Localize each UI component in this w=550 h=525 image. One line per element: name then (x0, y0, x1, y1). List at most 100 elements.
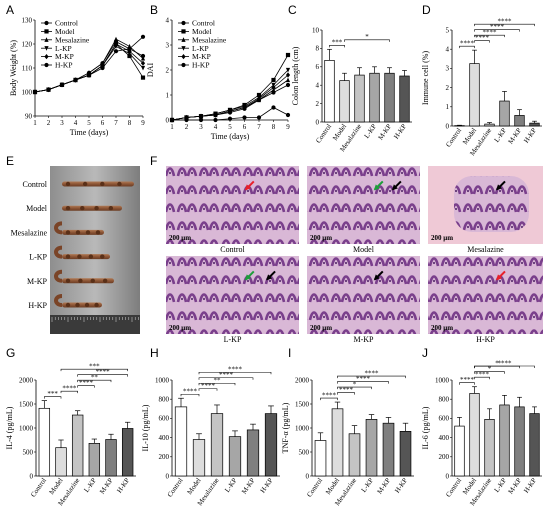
legend-marker (181, 54, 186, 60)
category-label: H-KP (522, 126, 538, 144)
significance-label: **** (219, 371, 234, 379)
x-tick-label: 7 (114, 119, 118, 127)
legend-marker (44, 37, 49, 42)
x-axis-title: Time (days) (70, 128, 109, 137)
fecal-pellet (100, 181, 105, 187)
category-label: M-KP (507, 126, 524, 145)
he-stained-tissue (166, 256, 299, 334)
panel-letter-d: D (422, 3, 431, 17)
data-point (184, 115, 189, 120)
significance-bracket: * (337, 380, 372, 390)
data-point (256, 115, 262, 120)
significance-bracket: **** (77, 379, 95, 388)
y-tick-label: 1000 (19, 424, 34, 432)
scale-bar-label: 200 μm (431, 324, 453, 332)
bar-model (469, 63, 480, 127)
data-point (169, 117, 175, 123)
scale-bar-label: 200 μm (310, 324, 332, 332)
fecal-pellet (65, 206, 71, 211)
significance-label: **** (483, 29, 498, 37)
histology-image-l-kp: 200 μm L-KP (166, 256, 299, 344)
significance-label: **** (322, 391, 337, 399)
bar-model (469, 393, 480, 477)
bracket-line (44, 396, 62, 399)
bar-model (55, 447, 67, 477)
colon-sample-h-kp (54, 294, 102, 308)
bar-l-kp (365, 419, 378, 477)
legend-marker (181, 29, 186, 34)
bar-h-kp (399, 75, 410, 123)
data-point (285, 82, 291, 88)
green-arrowhead-icon (373, 184, 380, 191)
significance-bracket: **** (337, 386, 355, 395)
significance-label: *** (89, 363, 100, 371)
legend-entry: Model (55, 27, 75, 36)
legend-marker (44, 29, 49, 34)
bar-mesalazine (484, 419, 495, 477)
y-tick-label: 0 (446, 122, 450, 130)
data-point (140, 53, 146, 59)
y-tick-label: 10 (312, 26, 320, 34)
data-point (127, 48, 132, 54)
significance-label: **** (62, 385, 77, 393)
y-tick-label: 1500 (19, 400, 34, 408)
tissue-section (454, 176, 529, 232)
data-point (59, 82, 65, 87)
bracket-line (474, 376, 490, 380)
y-axis-title: TNF-α (pg/mL) (281, 402, 290, 453)
data-point (256, 97, 262, 103)
y-tick-label: 1500 (295, 400, 310, 408)
significance-bracket: **** (180, 388, 200, 397)
histology-image-h-kp: 200 μm H-KP (428, 256, 543, 344)
category-label: H-KP (392, 122, 408, 140)
significance-label: *** (332, 39, 343, 47)
legend-marker (181, 46, 186, 51)
bar-l-kp (88, 443, 101, 477)
scale-bar-label: 200 μm (169, 234, 191, 242)
panel-letter-f: F (150, 154, 157, 168)
bar-l-kp (499, 100, 510, 127)
bar-m-kp (514, 406, 525, 477)
significance-label: **** (356, 375, 371, 383)
legend-marker (44, 54, 49, 60)
series-line (34, 43, 144, 93)
data-point (140, 34, 146, 39)
legend-marker (44, 20, 49, 26)
fecal-pellet (65, 181, 71, 187)
bar-control (174, 406, 188, 477)
significance-bracket: **** (320, 391, 338, 401)
x-tick-label: 3 (60, 119, 64, 127)
y-tick-label: 4 (166, 16, 170, 24)
x-tick-label: 7 (257, 123, 261, 131)
fecal-pellet (65, 230, 71, 235)
legend-marker (181, 62, 186, 68)
y-tick-label: 600 (159, 415, 170, 423)
colon-sample-l-kp (54, 245, 110, 260)
fecal-pellet (75, 230, 81, 235)
data-point (213, 117, 218, 123)
fecal-pellet (65, 302, 71, 308)
legend-entry: M-KP (192, 52, 211, 61)
significance-bracket: **** (337, 369, 406, 379)
significance-label: * (353, 380, 357, 388)
bar-control (324, 60, 335, 123)
fecal-pellet (65, 278, 71, 283)
significance-label: ** (214, 377, 222, 385)
histology-caption: Mesalazine (467, 245, 504, 254)
y-tick-label: 8 (316, 45, 320, 53)
fecal-pellet (65, 254, 71, 259)
legend-entry: M-KP (55, 52, 74, 61)
cecum (54, 245, 63, 259)
fecal-pellet (94, 302, 99, 308)
fecal-pellet (100, 254, 105, 259)
data-point (32, 89, 38, 95)
legend-entry: Mesalazine (55, 35, 90, 44)
black-arrowhead-icon (391, 184, 398, 191)
cecum (54, 294, 63, 307)
data-point (271, 77, 276, 83)
y-tick-label: 0 (446, 472, 450, 480)
significance-label: ** (91, 374, 99, 382)
y-tick-label: 3 (166, 41, 170, 49)
